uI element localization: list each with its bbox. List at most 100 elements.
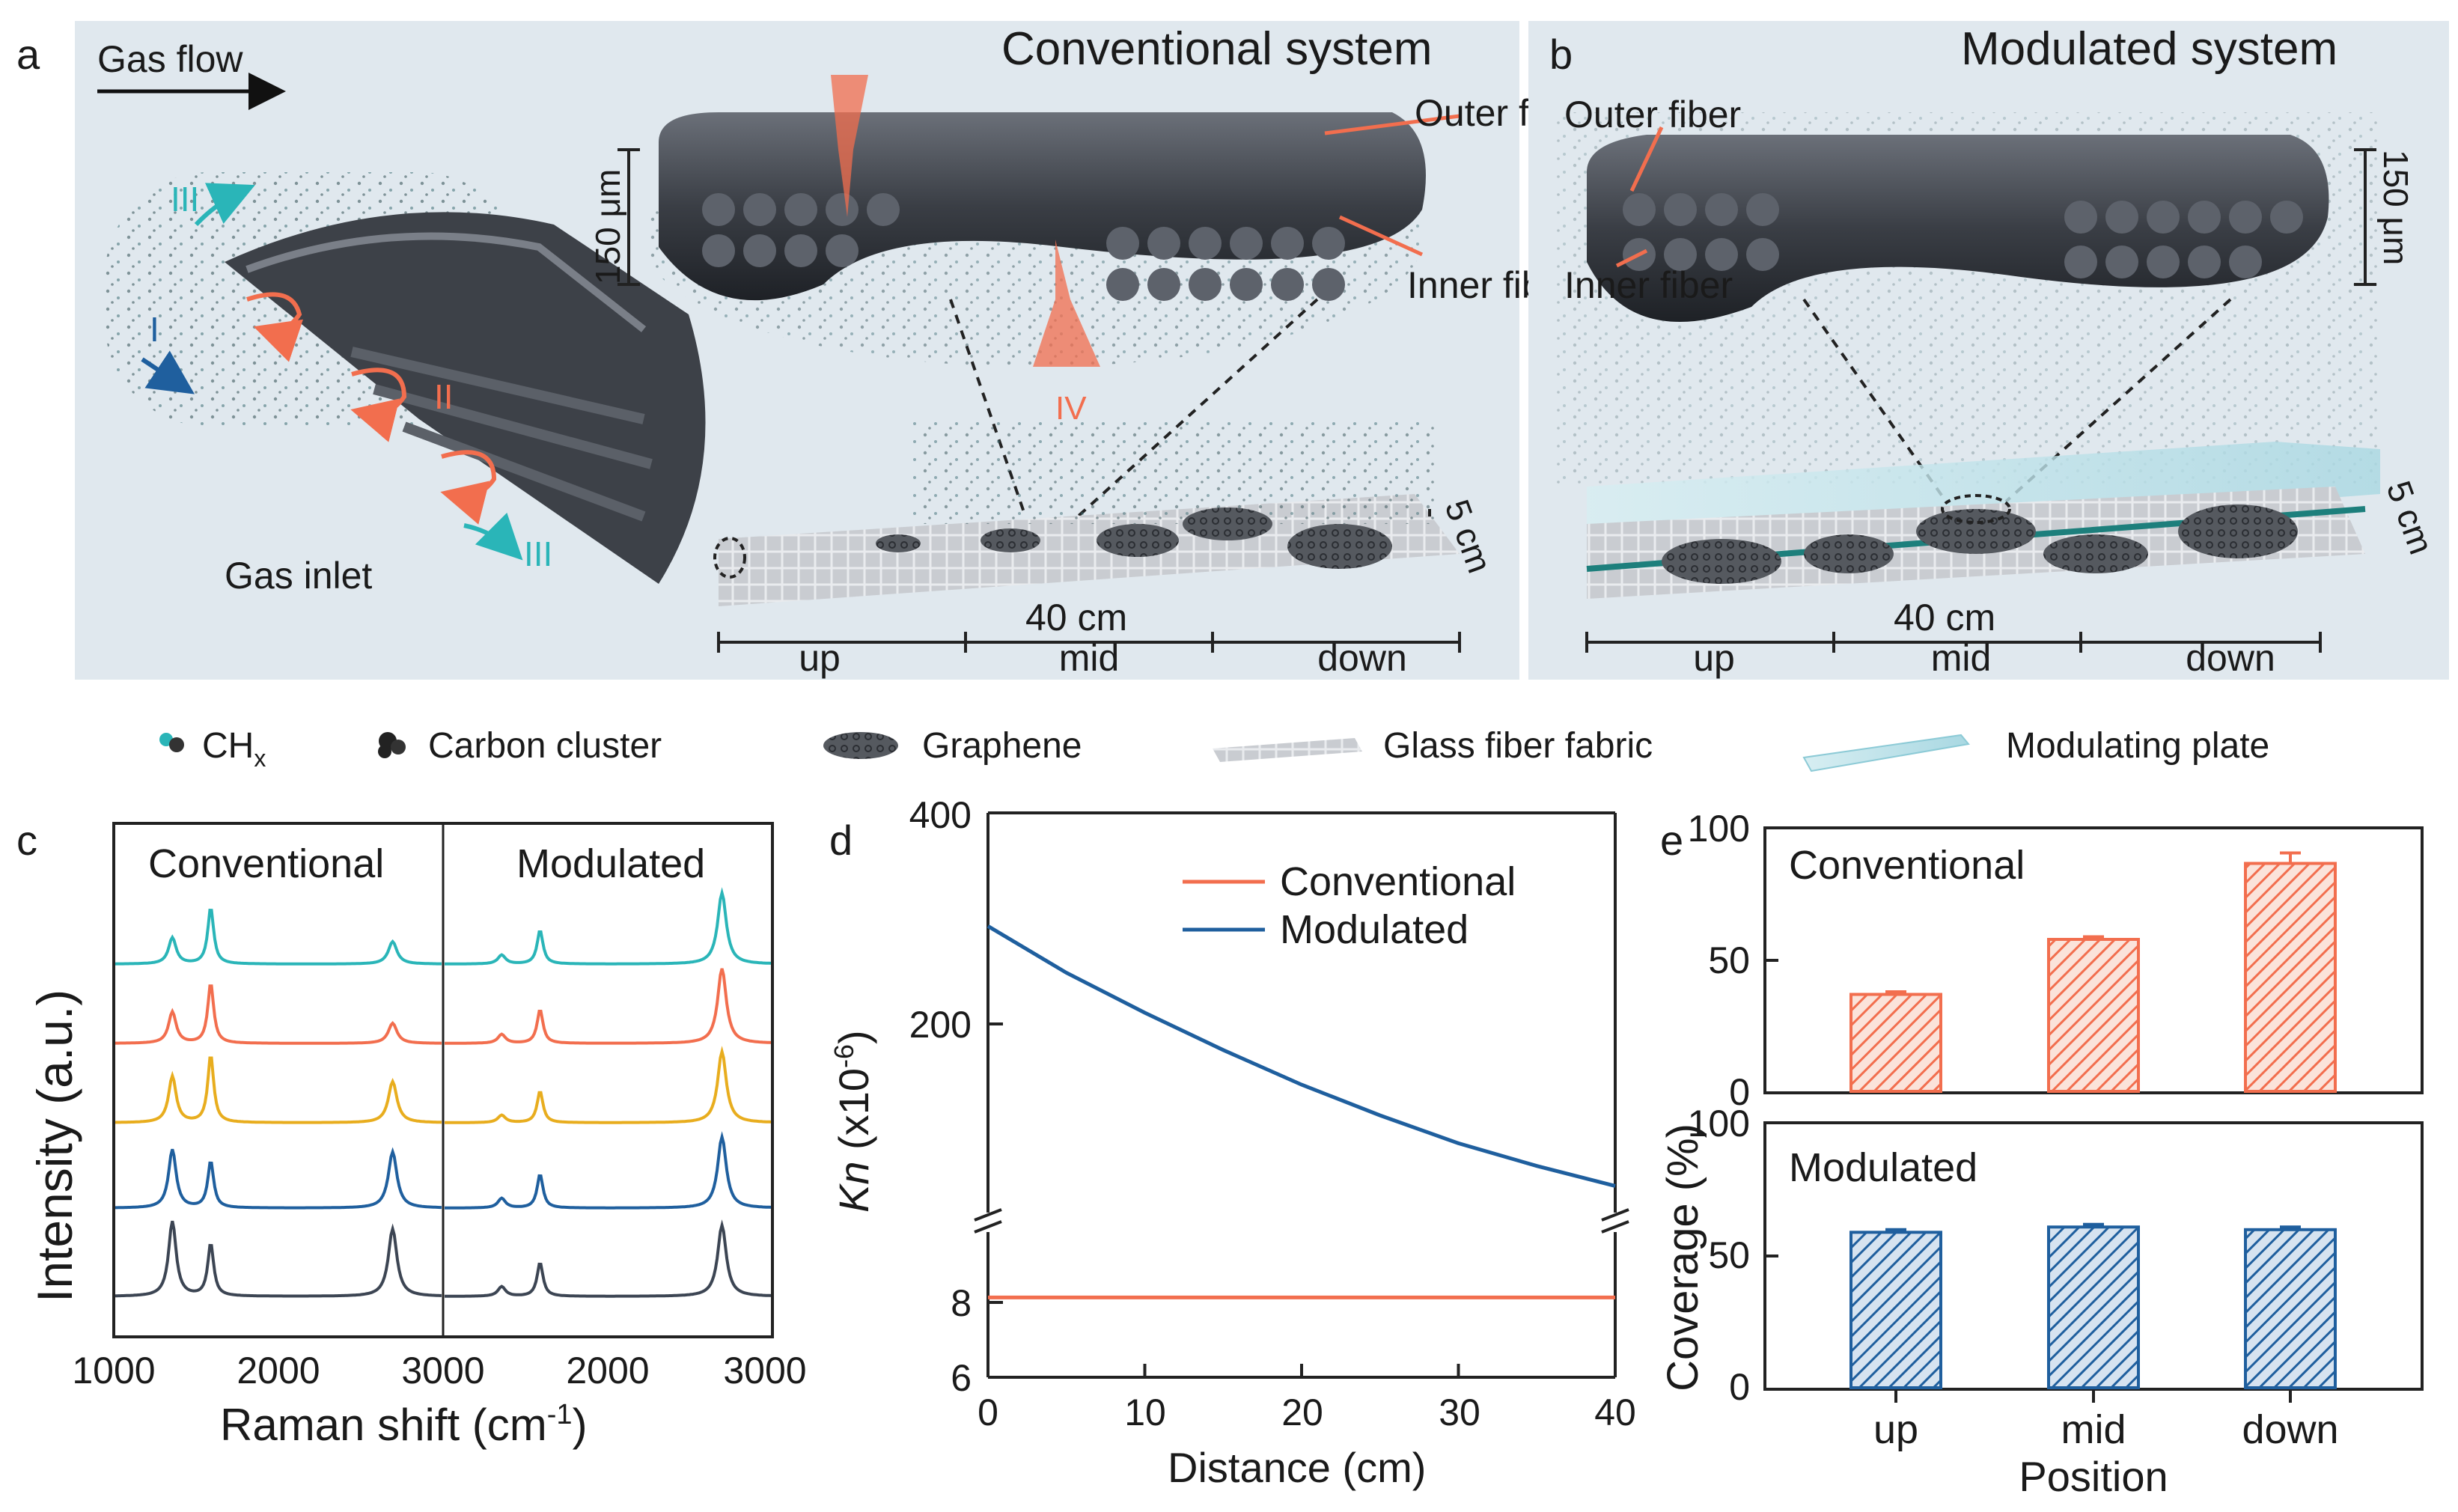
carbon-cluster-icon bbox=[378, 732, 406, 758]
scale-150-label-a: 150 μm bbox=[588, 169, 627, 284]
tick-c-2000-right: 2000 bbox=[566, 1350, 649, 1391]
panel-b-letter: b bbox=[1549, 31, 1573, 78]
tick-d-x30: 30 bbox=[1439, 1391, 1480, 1433]
outer-fiber-pointer-b bbox=[1629, 126, 1664, 192]
scale-150-label-b: 150 μm bbox=[2376, 150, 2415, 265]
panel-b: b Modulated system Outer fiber Inner fib… bbox=[1528, 21, 2449, 680]
legend-row: CHx Carbon cluster Graphene Glass fiber … bbox=[159, 726, 2269, 772]
sheet-gas-cloud bbox=[913, 419, 1437, 524]
outer-fiber-pointer bbox=[1324, 114, 1460, 135]
panel-d-legend: Conventional Modulated bbox=[1183, 859, 1516, 952]
zoom-line-left-a bbox=[949, 299, 1027, 517]
conventional-spectrum-1 bbox=[115, 909, 442, 966]
length-label-b: 40 cm bbox=[1894, 597, 1995, 638]
conventional-spectrum-4 bbox=[115, 1147, 442, 1210]
panel-c: c Conventional Modulated Intensity (a.u.… bbox=[16, 817, 807, 1450]
pos-up-a: up bbox=[799, 637, 841, 679]
outer-fiber-label-b: Outer fiber bbox=[1564, 94, 1741, 135]
modulated-spectrum-4 bbox=[445, 1131, 772, 1210]
panel-d-ylabel: Kn (x10-6) bbox=[829, 1030, 877, 1213]
vortex-arrow-3 bbox=[440, 450, 497, 525]
tick-e-upper-50: 50 bbox=[1708, 939, 1750, 981]
pos-mid-a: mid bbox=[1059, 637, 1120, 679]
legend-glass-fiber-label: Glass fiber fabric bbox=[1383, 726, 1653, 766]
panel-e: e Conventional Modulated 100 50 0 100 50… bbox=[1659, 808, 2424, 1500]
panel-c-x-ticks: 1000 2000 3000 2000 3000 bbox=[72, 1350, 806, 1391]
tick-d-x0: 0 bbox=[978, 1391, 998, 1433]
region-III-bottom-label: III bbox=[524, 534, 552, 573]
vortex-arrow-1 bbox=[246, 292, 304, 362]
tick-d-6: 6 bbox=[951, 1357, 972, 1399]
panel-a-letter: a bbox=[16, 31, 40, 78]
modulated-spectrum-3 bbox=[445, 1046, 772, 1124]
panel-c-title-modulated: Modulated bbox=[516, 841, 705, 886]
tick-e-mid: mid bbox=[2061, 1407, 2126, 1452]
region-III-bottom-arrow bbox=[463, 512, 523, 561]
panel-c-xlabel: Raman shift (cm-1) bbox=[220, 1399, 588, 1450]
panel-b-title: Modulated system bbox=[1961, 23, 2337, 75]
bar-modulated-down bbox=[2244, 1228, 2337, 1390]
modulated-spectrum-1 bbox=[445, 887, 772, 966]
tick-e-upper-100: 100 bbox=[1688, 808, 1750, 850]
tick-e-lower-50: 50 bbox=[1708, 1234, 1750, 1276]
inner-fiber-pointer bbox=[1338, 215, 1424, 257]
bar-modulated-mid bbox=[2047, 1225, 2140, 1390]
graphene-icon bbox=[823, 732, 898, 759]
zoom-origin-circle-b bbox=[1941, 494, 2011, 524]
panel-d-y-ticks: 400 200 8 6 bbox=[909, 794, 1003, 1399]
tick-d-x20: 20 bbox=[1281, 1391, 1323, 1433]
inner-fiber-pointer-b bbox=[1615, 249, 1648, 268]
tick-c-2000-left: 2000 bbox=[237, 1350, 320, 1391]
panel-e-ylabel: Coverage (%) bbox=[1659, 1124, 1707, 1391]
panel-e-xlabel: Position bbox=[2019, 1453, 2168, 1500]
legend-d-modulated: Modulated bbox=[1280, 907, 1469, 952]
panel-c-title-conventional: Conventional bbox=[148, 841, 384, 886]
panel-c-ylabel: Intensity (a.u.) bbox=[27, 990, 82, 1302]
conventional-spectrum-5 bbox=[115, 1220, 442, 1298]
panel-e-y-ticks: 100 50 0 100 50 0 bbox=[1688, 808, 1778, 1408]
panel-c-letter: c bbox=[16, 817, 37, 864]
tick-c-1000: 1000 bbox=[72, 1350, 155, 1391]
fiber-ends-b bbox=[1623, 193, 2303, 278]
bar-conventional-down bbox=[2244, 862, 2337, 1093]
chx-icon bbox=[159, 733, 184, 752]
fiber-ends bbox=[702, 193, 1345, 301]
bar-conventional-up bbox=[1849, 993, 1942, 1093]
tick-e-lower-0: 0 bbox=[1729, 1366, 1750, 1408]
pos-down-a: down bbox=[1317, 637, 1407, 679]
zoom-origin-circle-a bbox=[713, 537, 746, 579]
pos-mid-b: mid bbox=[1931, 637, 1992, 679]
conventional-spectrum-2 bbox=[115, 984, 442, 1045]
region-I-arrow bbox=[141, 350, 195, 394]
region-I-label: I bbox=[150, 310, 159, 349]
graphene-islands-a bbox=[876, 507, 1392, 569]
tick-d-200: 200 bbox=[909, 1004, 972, 1046]
vortex-arrow-2 bbox=[350, 368, 407, 442]
panel-a-title: Conventional system bbox=[1001, 23, 1433, 75]
panel-d: d 400 200 8 6 0 10 20 30 40 Dis bbox=[829, 794, 1636, 1491]
tick-d-8: 8 bbox=[951, 1282, 972, 1324]
panel-e-title-conventional: Conventional bbox=[1789, 843, 2025, 888]
legend-graphene-label: Graphene bbox=[922, 726, 1082, 766]
kn-modulated-line bbox=[986, 924, 1616, 1188]
tick-e-upper-0: 0 bbox=[1729, 1071, 1750, 1113]
gas-inlet-label: Gas inlet bbox=[225, 555, 372, 597]
legend-carbon-cluster-label: Carbon cluster bbox=[428, 726, 662, 766]
tick-d-x10: 10 bbox=[1124, 1391, 1166, 1433]
tick-c-3000-right: 3000 bbox=[723, 1350, 806, 1391]
panel-e-title-modulated: Modulated bbox=[1789, 1145, 1977, 1190]
modulated-spectrum-2 bbox=[445, 968, 772, 1045]
panel-e-x-ticks: up mid down bbox=[1873, 1407, 2339, 1452]
bar-modulated-up bbox=[1849, 1231, 1942, 1389]
panel-a: a Gas flow Conventional system III I II … bbox=[16, 21, 1591, 680]
conventional-spectrum-3 bbox=[115, 1056, 442, 1124]
panel-d-letter: d bbox=[829, 817, 853, 864]
legend-chx-label: CHx bbox=[202, 726, 266, 772]
fabric-fiber-highlight bbox=[246, 232, 647, 332]
axis-break-marks bbox=[973, 1208, 1630, 1234]
zoomed-fiber-bundle-b bbox=[1587, 135, 2329, 322]
region-II-label: II bbox=[434, 377, 454, 416]
tick-e-up: up bbox=[1873, 1407, 1918, 1452]
tick-d-x40: 40 bbox=[1594, 1391, 1636, 1433]
length-label-a: 40 cm bbox=[1025, 597, 1127, 638]
